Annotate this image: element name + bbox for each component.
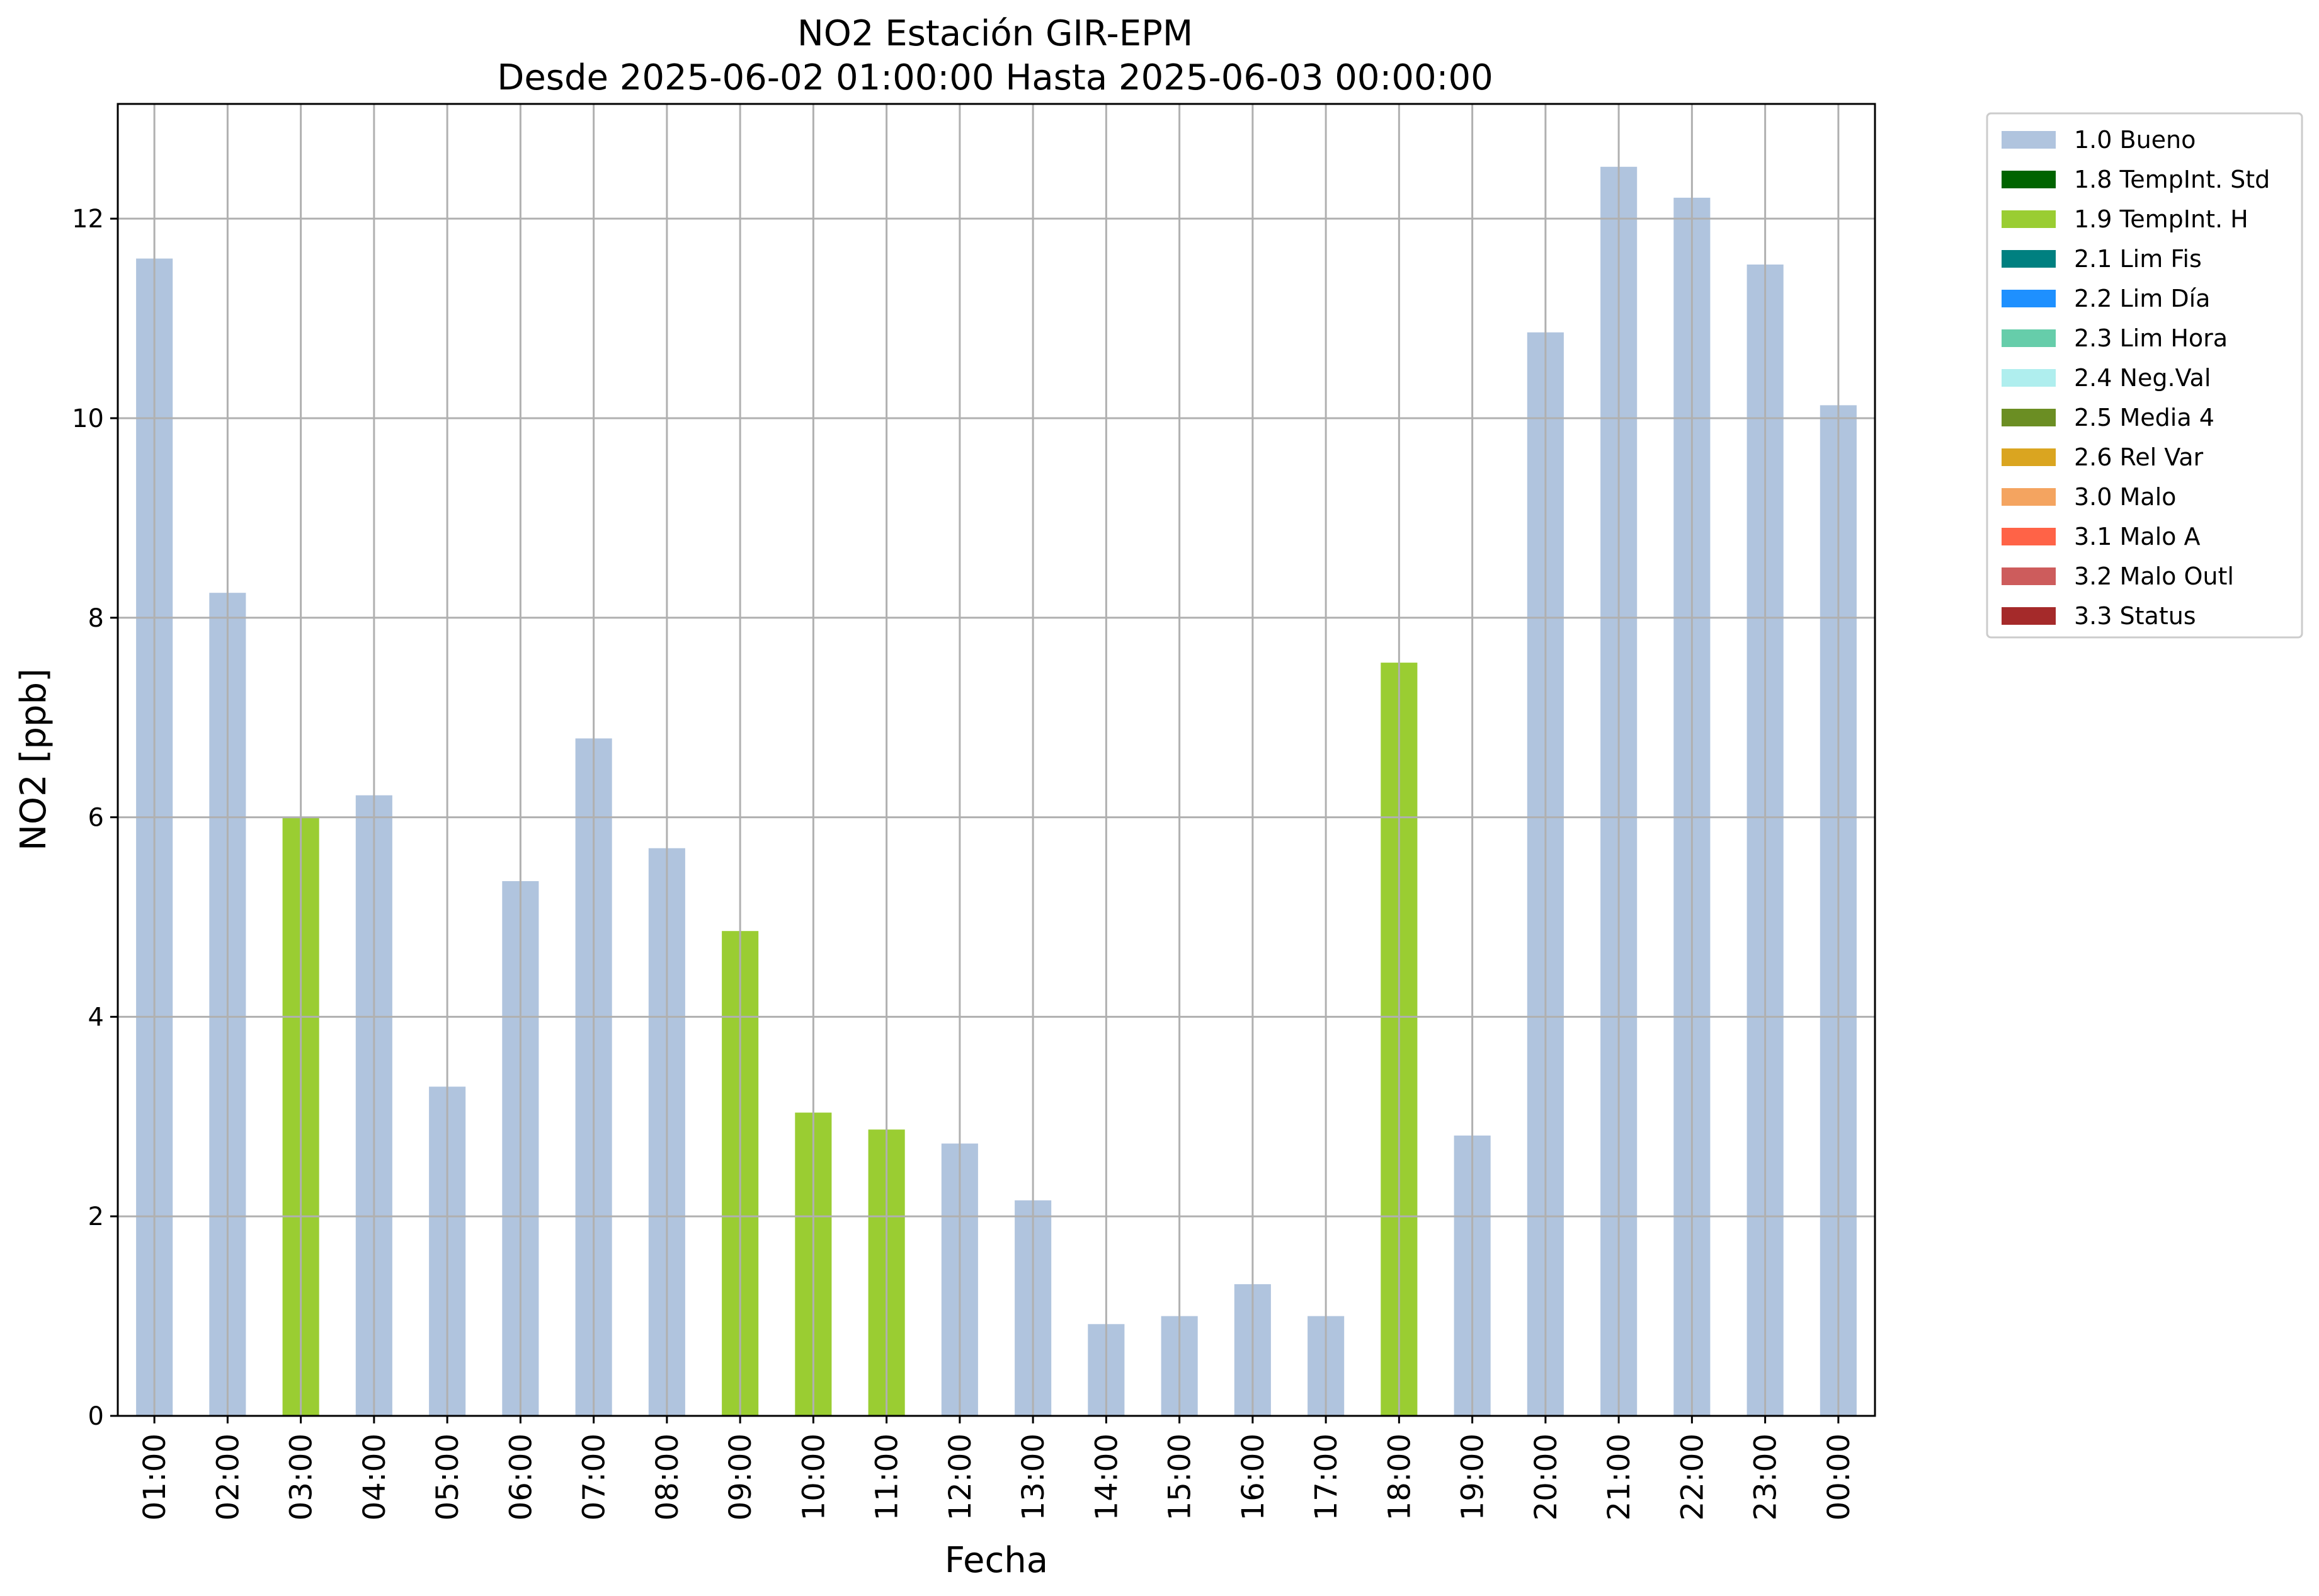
x-tick-label: 22:00 xyxy=(1675,1434,1710,1520)
legend-label: 3.1 Malo A xyxy=(2074,523,2200,550)
legend-label: 2.3 Lim Hora xyxy=(2074,324,2228,352)
legend-swatch xyxy=(2002,369,2056,387)
y-tick-label: 6 xyxy=(88,804,104,833)
y-tick-label: 2 xyxy=(88,1202,104,1231)
legend-label: 2.5 Media 4 xyxy=(2074,404,2214,431)
legend-label: 2.6 Rel Var xyxy=(2074,443,2204,471)
legend-swatch xyxy=(2002,409,2056,426)
x-tick-label: 18:00 xyxy=(1382,1434,1417,1520)
x-tick-label: 21:00 xyxy=(1602,1434,1637,1520)
legend-label: 1.9 TempInt. H xyxy=(2074,205,2248,233)
x-tick-label: 10:00 xyxy=(796,1434,831,1520)
legend-frame xyxy=(1986,112,2303,639)
legend-label: 1.0 Bueno xyxy=(2074,126,2196,154)
x-tick-label: 14:00 xyxy=(1089,1434,1124,1520)
y-axis-label: NO2 [ppb] xyxy=(13,668,54,851)
x-tick-label: 23:00 xyxy=(1748,1434,1784,1520)
x-tick-label: 16:00 xyxy=(1236,1434,1271,1520)
x-tick-label: 03:00 xyxy=(284,1434,319,1520)
legend-label: 3.2 Malo Outl xyxy=(2074,562,2234,590)
plot-frame xyxy=(117,103,1876,1417)
legend-label: 2.4 Neg.Val xyxy=(2074,364,2211,392)
x-tick-label: 19:00 xyxy=(1456,1434,1491,1520)
y-tick-label: 8 xyxy=(88,604,104,633)
legend-label: 3.0 Malo xyxy=(2074,483,2176,511)
x-tick-label: 15:00 xyxy=(1163,1434,1198,1520)
x-tick-label: 06:00 xyxy=(503,1434,538,1520)
y-tick-label: 10 xyxy=(72,404,104,433)
legend: 1.0 Bueno 1.8 TempInt. Std 1.9 TempInt. H 2… xyxy=(1986,112,2303,639)
legend-swatch xyxy=(2002,290,2056,307)
legend-swatch xyxy=(2002,329,2056,347)
legend-label: 3.3 Status xyxy=(2074,602,2196,630)
x-tick-label: 08:00 xyxy=(650,1434,685,1520)
x-tick-label: 13:00 xyxy=(1016,1434,1051,1520)
bar-series xyxy=(136,166,1857,1416)
legend-label: 2.2 Lim Día xyxy=(2074,285,2210,312)
x-tick-label: 12:00 xyxy=(943,1434,978,1520)
chart-subtitle: Desde 2025-06-02 01:00:00 Hasta 2025-06-… xyxy=(497,57,1493,98)
legend-swatch xyxy=(2002,448,2056,466)
legend-label: 1.8 TempInt. Std xyxy=(2074,166,2270,193)
legend-swatch xyxy=(2002,131,2056,149)
x-tick-label: 09:00 xyxy=(723,1434,758,1520)
y-tick-label: 0 xyxy=(88,1402,104,1431)
legend-swatch xyxy=(2002,488,2056,506)
legend-swatch xyxy=(2002,171,2056,188)
legend-swatch xyxy=(2002,567,2056,585)
axes: 0 2 4 6 8 10 12 01:00 02:00 03:00 04:00 05:00 06:00 0… xyxy=(72,205,1857,1520)
legend-label: 2.1 Lim Fis xyxy=(2074,245,2202,273)
legend-swatch xyxy=(2002,210,2056,228)
y-tick-label: 4 xyxy=(88,1003,104,1032)
x-tick-label: 00:00 xyxy=(1821,1434,1857,1520)
legend-swatch xyxy=(2002,528,2056,545)
x-tick-label: 17:00 xyxy=(1309,1434,1344,1520)
x-tick-label: 05:00 xyxy=(430,1434,465,1520)
x-tick-label: 04:00 xyxy=(357,1434,392,1520)
y-tick-label: 12 xyxy=(72,205,104,234)
x-tick-label: 20:00 xyxy=(1529,1434,1564,1520)
legend-swatch xyxy=(2002,250,2056,268)
x-axis-label: Fecha xyxy=(945,1540,1048,1581)
x-tick-label: 02:00 xyxy=(210,1434,246,1520)
legend-swatch xyxy=(2002,607,2056,625)
chart-title: NO2 Estación GIR-EPM xyxy=(797,13,1193,54)
x-tick-label: 11:00 xyxy=(870,1434,905,1520)
x-tick-label: 01:00 xyxy=(137,1434,173,1520)
x-tick-label: 07:00 xyxy=(577,1434,612,1520)
